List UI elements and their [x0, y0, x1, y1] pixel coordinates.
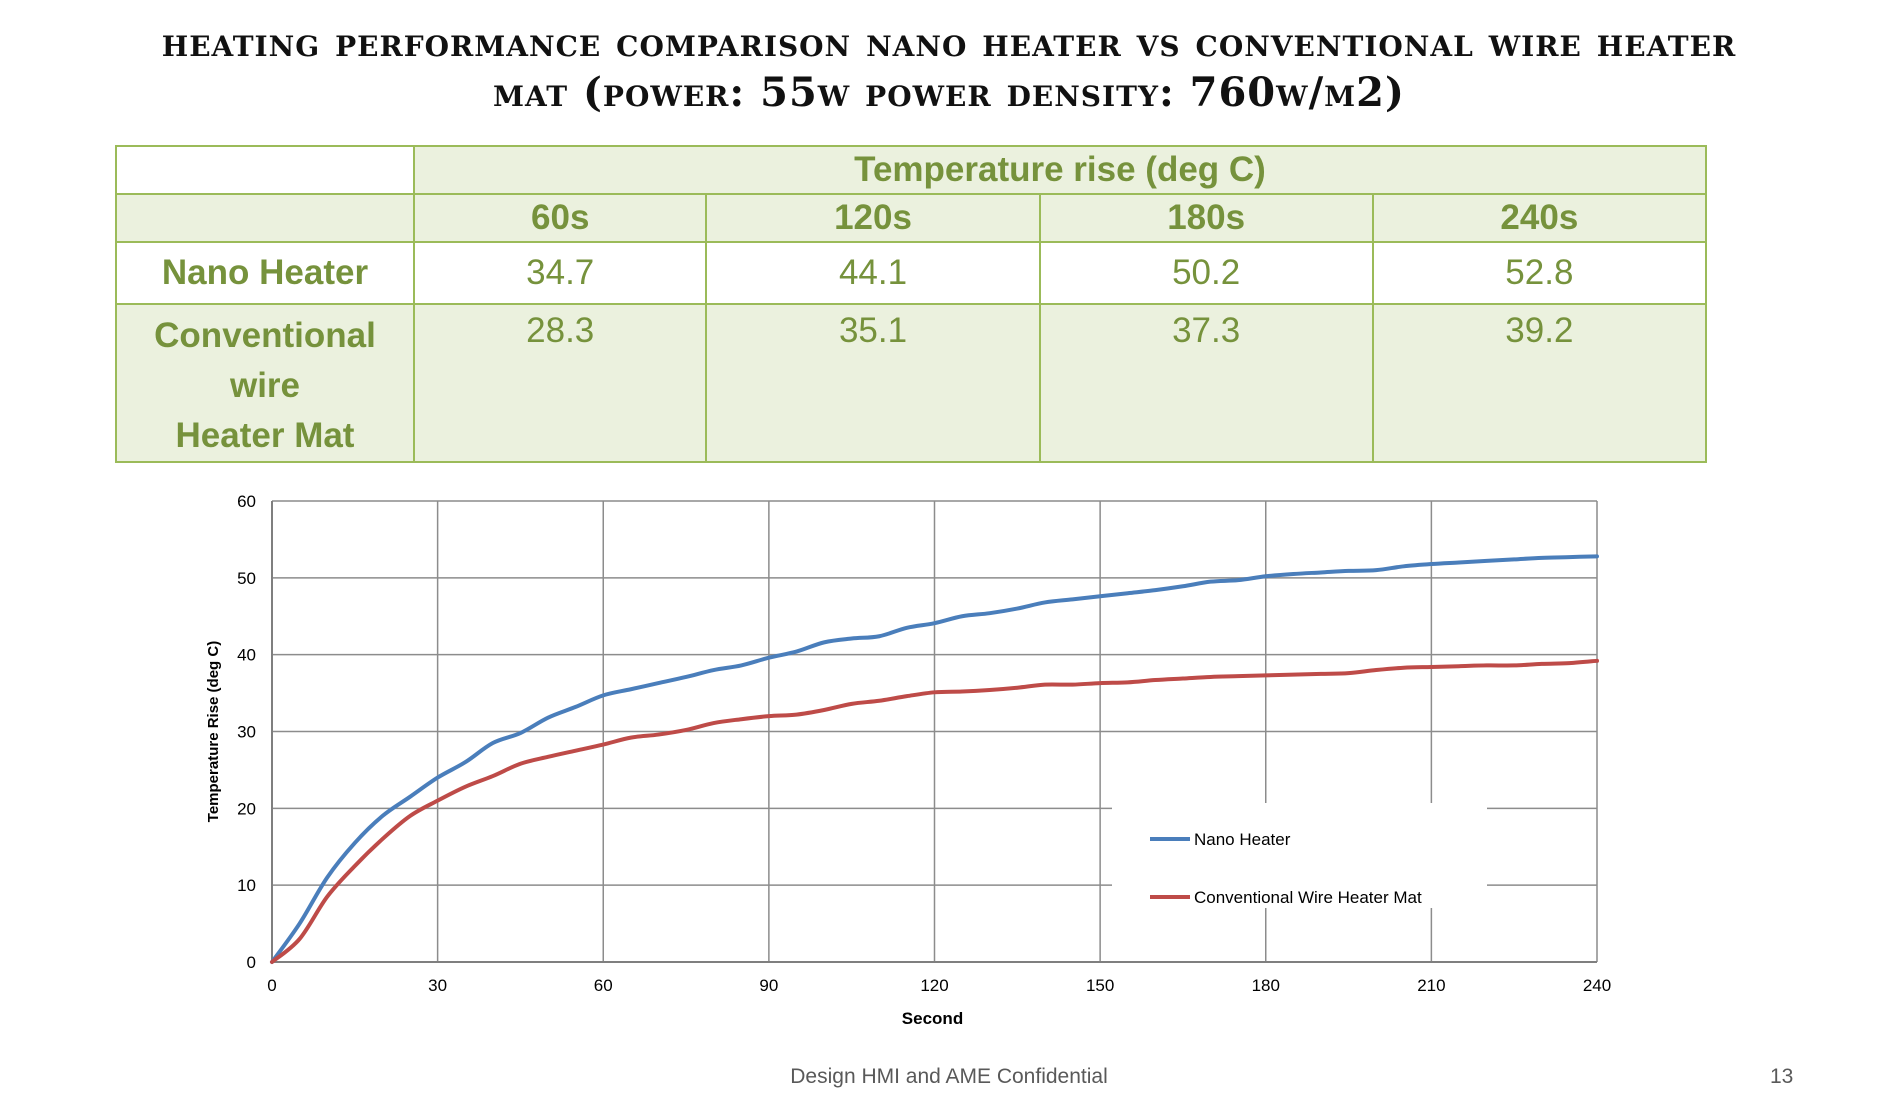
x-tick-label-210: 210 — [1417, 976, 1445, 995]
x-axis-title: Second — [902, 1009, 963, 1028]
y-tick-label-20: 20 — [237, 799, 256, 818]
series-line-conventional-wire-heater-mat — [270, 658, 1599, 964]
page-number: 13 — [1770, 1065, 1794, 1088]
x-tick-label-0: 0 — [267, 976, 276, 995]
table-row-nano-heater: Nano Heater 34.7 44.1 50.2 52.8 — [115, 241, 1708, 305]
cell-conv-120s: 35.1 — [705, 303, 1041, 463]
legend-box — [1112, 803, 1487, 908]
row-label-nano-heater: Nano Heater — [115, 241, 415, 305]
cell-nano-60s: 34.7 — [412, 241, 708, 305]
x-tick-label-150: 150 — [1086, 976, 1114, 995]
legend-label-0: Nano Heater — [1194, 830, 1291, 849]
table-corner-cell-2 — [115, 193, 415, 243]
title-line-2: Mat (Power: 55W Power density: 760W/m2) — [493, 69, 1405, 116]
column-header-180s: 180s — [1038, 193, 1374, 243]
page-title: Heating Performance Comparison Nano Heat… — [0, 18, 1898, 118]
column-header-60s: 60s — [412, 193, 708, 243]
x-tick-label-120: 120 — [920, 976, 948, 995]
table-group-header-row: Temperature rise (deg C) — [115, 145, 1707, 195]
row-label-line-1: Conventional — [154, 316, 376, 355]
x-tick-label-180: 180 — [1252, 976, 1280, 995]
y-tick-label-30: 30 — [237, 723, 256, 742]
x-tick-label-30: 30 — [428, 976, 447, 995]
legend-label-1: Conventional Wire Heater Mat — [1194, 888, 1422, 907]
cell-conv-60s: 28.3 — [412, 303, 708, 463]
y-tick-label-40: 40 — [237, 646, 256, 665]
temperature-rise-table: Temperature rise (deg C) 60s 120s 180s 2… — [115, 145, 1708, 463]
y-tick-label-50: 50 — [237, 569, 256, 588]
y-tick-label-60: 60 — [237, 492, 256, 511]
cell-nano-180s: 50.2 — [1038, 241, 1374, 305]
column-header-120s: 120s — [705, 193, 1041, 243]
temperature-rise-chart: 0 10 20 30 40 50 60 0 30 60 90 120 150 180 210 240 Secon… — [205, 492, 1611, 1028]
cell-conv-180s: 37.3 — [1038, 303, 1374, 463]
x-tick-label-240: 240 — [1583, 976, 1611, 995]
row-label-line-3: Heater Mat — [175, 416, 355, 455]
table-column-header-row: 60s 120s 180s 240s — [115, 193, 1708, 243]
table-group-header: Temperature rise (deg C) — [413, 145, 1707, 195]
cell-conv-240s: 39.2 — [1371, 303, 1708, 463]
series-line-nano-heater — [270, 554, 1599, 964]
cell-nano-120s: 44.1 — [705, 241, 1041, 305]
column-header-240s: 240s — [1371, 193, 1708, 243]
footer-text: Design HMI and AME Confidential — [790, 1065, 1108, 1088]
y-axis-title: Temperature Rise (deg C) — [205, 641, 222, 822]
table-row-conventional: Conventional wire Heater Mat 28.3 35.1 3… — [115, 303, 1708, 463]
x-tick-label-60: 60 — [594, 976, 613, 995]
title-line-1: Heating Performance Comparison Nano Heat… — [161, 19, 1737, 66]
cell-nano-240s: 52.8 — [1371, 241, 1708, 305]
y-tick-label-0: 0 — [247, 953, 256, 972]
y-tick-label-10: 10 — [237, 876, 256, 895]
table-corner-cell — [115, 145, 415, 195]
row-label-conventional: Conventional wire Heater Mat — [115, 303, 415, 463]
x-tick-label-90: 90 — [759, 976, 778, 995]
row-label-line-2: wire — [229, 366, 301, 405]
